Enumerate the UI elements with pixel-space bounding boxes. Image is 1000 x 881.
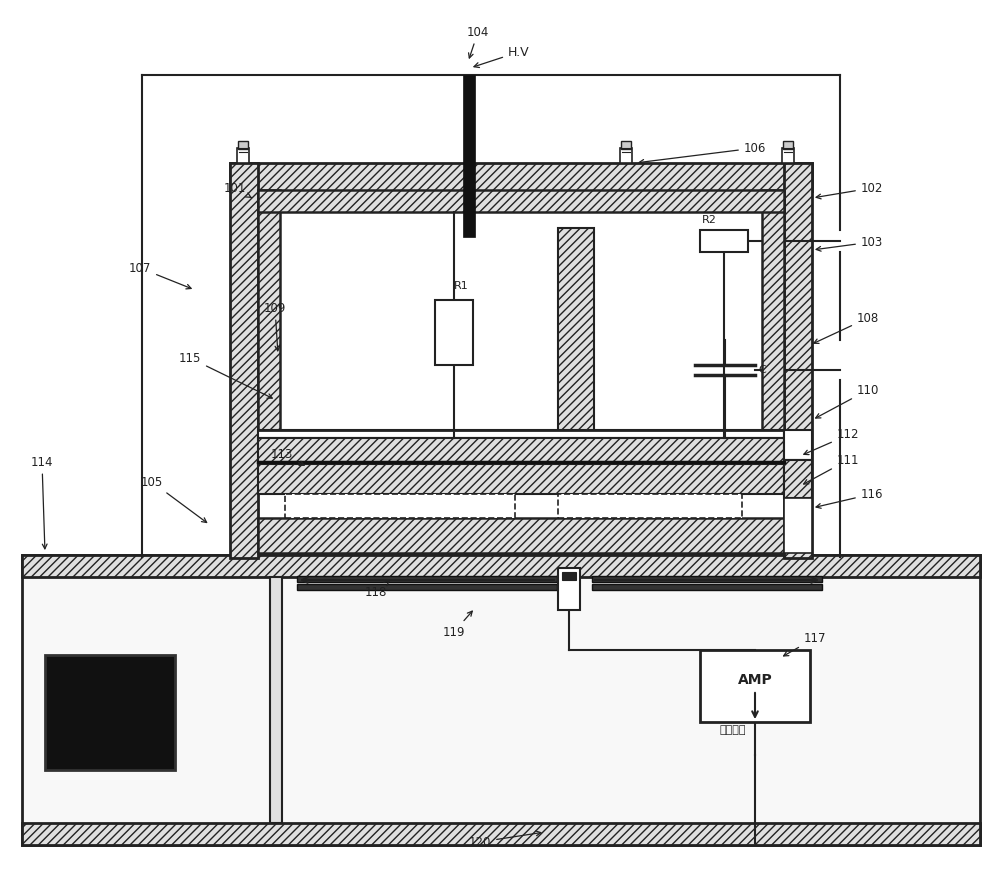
- Text: H.V: H.V: [474, 46, 530, 68]
- Text: 108: 108: [814, 312, 879, 344]
- Bar: [592, 576, 822, 582]
- Text: 112: 112: [804, 428, 859, 455]
- Text: 101: 101: [224, 181, 251, 197]
- Bar: [783, 141, 793, 149]
- Text: C: C: [758, 365, 766, 375]
- Text: AMP: AMP: [738, 673, 772, 687]
- Bar: [562, 572, 576, 580]
- Bar: [270, 577, 282, 823]
- Bar: [258, 464, 784, 494]
- Bar: [784, 460, 812, 498]
- Text: 102: 102: [816, 181, 883, 199]
- Bar: [463, 75, 475, 237]
- Bar: [258, 518, 784, 553]
- Bar: [230, 163, 258, 558]
- Bar: [558, 568, 580, 610]
- Text: 111: 111: [804, 454, 859, 484]
- Bar: [22, 555, 980, 845]
- Text: R2: R2: [702, 215, 717, 225]
- Bar: [297, 584, 557, 590]
- Text: 110: 110: [816, 383, 879, 418]
- Bar: [230, 163, 812, 191]
- Bar: [558, 228, 594, 438]
- Bar: [620, 148, 632, 163]
- Bar: [45, 655, 175, 770]
- Bar: [700, 230, 748, 252]
- Text: 119: 119: [443, 611, 472, 639]
- Text: 118: 118: [365, 581, 389, 598]
- Bar: [285, 494, 515, 518]
- Text: R1: R1: [454, 281, 469, 291]
- Bar: [258, 190, 280, 475]
- Bar: [782, 148, 794, 163]
- Bar: [258, 438, 784, 462]
- Bar: [435, 300, 473, 365]
- Text: 106: 106: [639, 142, 766, 164]
- Bar: [258, 190, 784, 212]
- Bar: [238, 141, 248, 149]
- Bar: [22, 823, 980, 845]
- Text: 113: 113: [271, 448, 304, 465]
- Text: 104: 104: [467, 26, 489, 58]
- Bar: [297, 576, 557, 582]
- Text: 117: 117: [784, 632, 826, 656]
- Bar: [700, 650, 810, 722]
- Bar: [258, 430, 784, 438]
- Text: 105: 105: [141, 476, 207, 522]
- Bar: [621, 141, 631, 149]
- Bar: [762, 190, 784, 475]
- Text: 120: 120: [469, 831, 541, 848]
- Bar: [558, 494, 742, 518]
- Text: 109: 109: [264, 301, 286, 351]
- Bar: [784, 430, 812, 460]
- Bar: [280, 212, 762, 438]
- Text: 107: 107: [129, 262, 191, 289]
- Bar: [592, 584, 822, 590]
- Bar: [784, 498, 812, 553]
- Bar: [784, 163, 812, 558]
- Text: 116: 116: [816, 487, 883, 508]
- Text: 114: 114: [31, 455, 53, 549]
- Text: 信号输出: 信号输出: [720, 725, 746, 735]
- Bar: [22, 555, 980, 577]
- Text: 103: 103: [816, 235, 883, 251]
- Bar: [237, 148, 249, 163]
- Text: 115: 115: [179, 352, 272, 398]
